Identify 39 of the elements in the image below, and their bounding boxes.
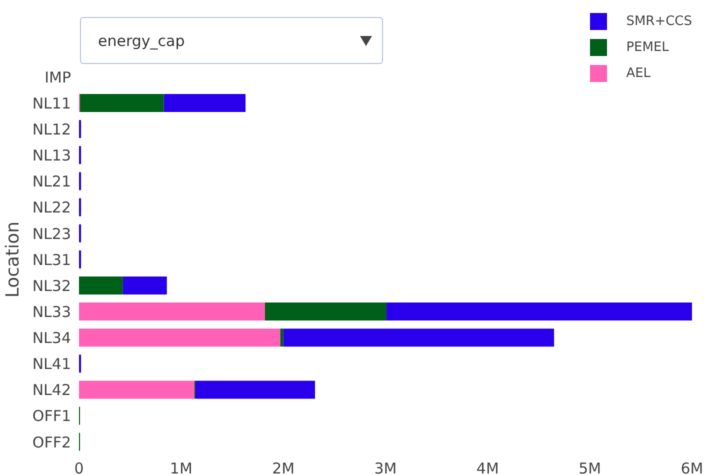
legend-label: AEL bbox=[626, 66, 651, 80]
y-axis-title: Location bbox=[2, 221, 24, 298]
bar bbox=[195, 380, 316, 399]
bar bbox=[264, 302, 387, 321]
y-tick-label: IMP bbox=[44, 68, 71, 86]
y-tick-label: NL12 bbox=[32, 120, 71, 138]
x-tick-label: 5M bbox=[578, 460, 602, 475]
bar bbox=[164, 94, 246, 112]
bar bbox=[122, 276, 167, 294]
y-tick-label: OFF2 bbox=[32, 433, 71, 452]
y-tick-label: NL34 bbox=[32, 329, 71, 348]
dropdown-field: energy_cap bbox=[80, 17, 383, 64]
y-tick-label: NL42 bbox=[32, 381, 71, 400]
x-tick-label: 1M bbox=[170, 460, 192, 475]
bar bbox=[79, 276, 123, 294]
y-tick-label: NL23 bbox=[32, 224, 71, 243]
bar bbox=[79, 302, 265, 321]
x-tick-label: 0 bbox=[74, 460, 84, 475]
x-tick-label: 3M bbox=[374, 460, 397, 475]
bar bbox=[283, 328, 554, 347]
bar bbox=[280, 328, 284, 347]
bar bbox=[386, 302, 692, 321]
bar bbox=[79, 380, 194, 399]
x-tick-label: 4M bbox=[476, 460, 499, 475]
y-tick-label: NL22 bbox=[32, 198, 71, 217]
y-tick-label: OFF1 bbox=[32, 407, 71, 426]
bar bbox=[79, 328, 280, 347]
x-tick-label: 2M bbox=[272, 460, 295, 475]
y-tick-label: NL21 bbox=[32, 172, 71, 191]
legend-label: PEMEL bbox=[626, 40, 669, 54]
y-tick-label: NL41 bbox=[32, 355, 71, 374]
y-tick-label: NL13 bbox=[32, 146, 71, 165]
legend-label: SMR+CCS bbox=[626, 14, 692, 28]
bar bbox=[80, 94, 164, 112]
x-tick-label: 6M bbox=[680, 460, 704, 475]
y-tick-label: NL31 bbox=[32, 250, 71, 269]
y-tick-label: NL32 bbox=[32, 276, 71, 295]
y-tick-label: NL11 bbox=[32, 94, 71, 112]
y-tick-label: NL33 bbox=[32, 302, 71, 321]
